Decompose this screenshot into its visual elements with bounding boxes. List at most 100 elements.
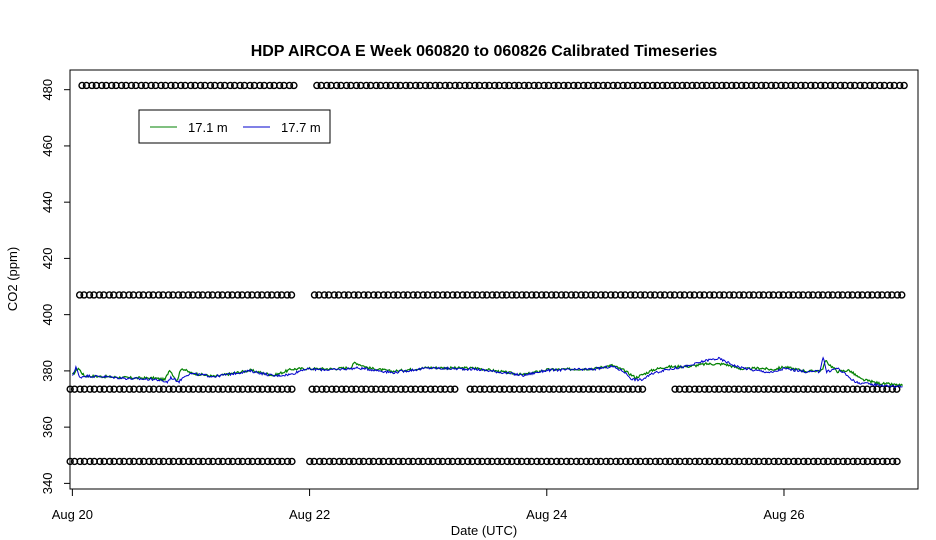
calibration-point (567, 291, 576, 299)
calibration-point (254, 385, 262, 393)
calibration-point (244, 385, 252, 393)
calibration-point (175, 457, 183, 466)
calibration-point (461, 81, 469, 90)
y-tick-label: 380 (40, 360, 55, 382)
calibration-point (264, 385, 272, 393)
calibration-point (856, 81, 864, 90)
calibration-point (866, 81, 874, 90)
y-tick-label: 340 (40, 473, 55, 495)
calibration-point (678, 81, 687, 90)
calibration-point (226, 81, 234, 90)
calibration-point (174, 291, 183, 299)
calibration-point (513, 457, 521, 466)
calibration-point (194, 291, 202, 299)
calibration-point (854, 291, 862, 299)
calibration-point (819, 457, 828, 466)
calibration-point (264, 457, 272, 466)
y-tick-label: 400 (40, 304, 55, 326)
calibration-point (473, 457, 482, 466)
calibration-point (510, 81, 519, 90)
calibration-point (407, 385, 415, 393)
x-tick-label: Aug 26 (763, 507, 804, 522)
calibration-point (441, 81, 449, 90)
calibration-point (900, 81, 908, 90)
calibration-point (814, 291, 823, 299)
calibration-point (594, 385, 603, 393)
calibration-point (244, 457, 252, 466)
calibration-point (196, 81, 205, 90)
calibration-point (896, 81, 904, 90)
calibration-point (76, 457, 84, 466)
calibration-point (755, 291, 763, 299)
calibration-point (439, 291, 447, 299)
calibration-point (879, 457, 887, 466)
calibration-point (873, 291, 882, 299)
y-tick-label: 480 (40, 79, 55, 101)
calibration-point (394, 457, 403, 466)
calibration-point (691, 457, 699, 466)
calibration-point (340, 291, 348, 299)
calibration-point (145, 385, 153, 393)
calibration-point (266, 81, 274, 90)
calibration-point (444, 457, 452, 466)
calibration-point (454, 457, 462, 466)
calibration-point (555, 385, 563, 393)
calibration-point (451, 385, 459, 393)
calibration-point (127, 81, 136, 90)
calibration-point (730, 385, 739, 393)
calibration-point (515, 385, 524, 393)
calibration-point (332, 81, 341, 90)
calibration-point (787, 81, 795, 90)
calibration-point (404, 457, 413, 466)
calibration-point (490, 81, 499, 90)
calibration-point (66, 385, 74, 393)
calibration-point (224, 291, 232, 299)
calibration-point (306, 457, 314, 466)
calibration-point (434, 457, 442, 466)
calibration-point (468, 291, 477, 299)
calibration-point (246, 81, 254, 90)
calibration-point (105, 385, 114, 393)
calibration-point (705, 291, 714, 299)
calibration-point (500, 81, 509, 90)
calibration-point (451, 81, 459, 90)
calibration-point (789, 385, 798, 393)
calibration-point (481, 81, 489, 90)
y-tick-label: 360 (40, 416, 55, 438)
calibration-point (612, 457, 620, 466)
calibration-point (431, 81, 440, 90)
calibration-point (436, 385, 445, 393)
calibration-point (587, 291, 595, 299)
calibration-point (426, 385, 435, 393)
calibration-point (547, 291, 556, 299)
calibration-point (214, 457, 223, 466)
calibration-point (185, 385, 193, 393)
calibration-point (175, 385, 183, 393)
calibration-point (347, 385, 356, 393)
x-axis: Aug 20 Aug 22 Aug 24 Aug 26 (52, 489, 805, 522)
calibration-point (765, 291, 773, 299)
calibration-point (503, 457, 512, 466)
calibration-point (154, 291, 163, 299)
series-line-17-7m (72, 356, 903, 389)
calibration-point (834, 291, 842, 299)
calibration-point (696, 291, 704, 299)
calibration-point (76, 385, 84, 393)
calibration-point (449, 291, 457, 299)
calibration-point (799, 385, 808, 393)
legend: 17.1 m 17.7 m (138, 109, 331, 144)
y-tick-label: 420 (40, 248, 55, 270)
calibration-markers (66, 81, 908, 466)
calibration-point (876, 81, 884, 90)
calibration-point (234, 385, 242, 393)
calibration-point (824, 291, 832, 299)
calibration-point (483, 457, 492, 466)
calibration-point (560, 81, 568, 90)
series-line-17-1m (71, 360, 904, 387)
calibration-point (125, 385, 134, 393)
calibration-point (750, 385, 758, 393)
calibration-point (287, 291, 296, 299)
calibration-point (165, 385, 173, 393)
calibration-point (273, 291, 281, 299)
